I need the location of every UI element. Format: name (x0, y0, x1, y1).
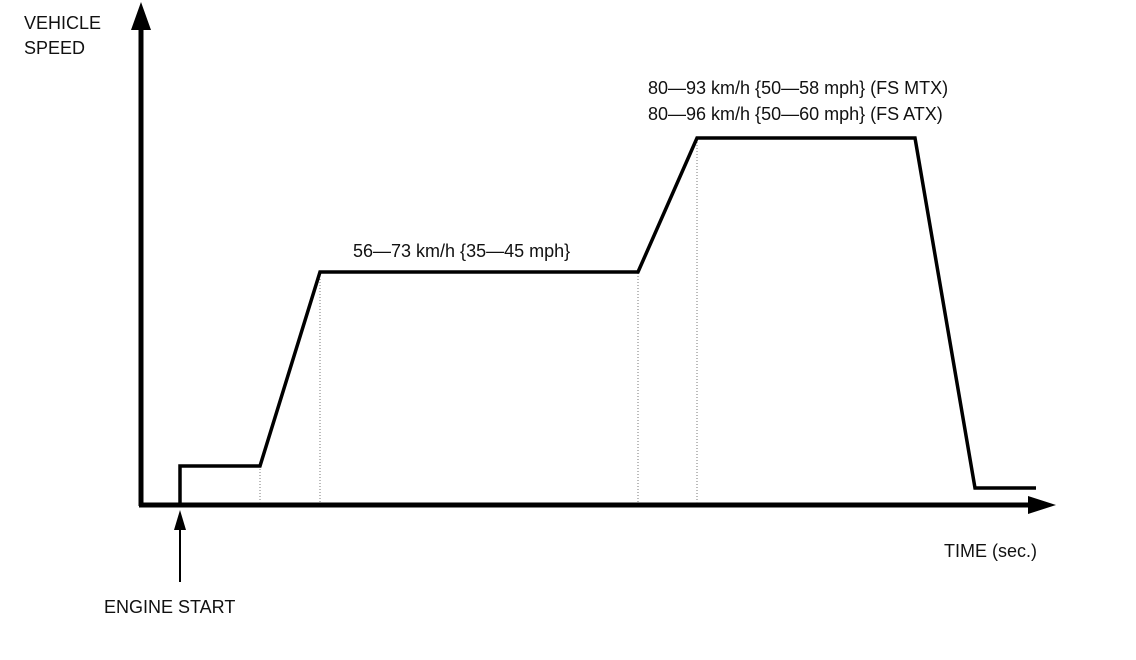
y-axis-label: SPEED (24, 38, 85, 58)
y-axis-arrow (131, 2, 151, 30)
cruise-label: 80—96 km/h {50—60 mph} (FS ATX) (648, 104, 943, 124)
speed-profile (178, 136, 1036, 505)
engine-start-arrowhead (174, 510, 186, 530)
cruise-label: 80—93 km/h {50—58 mph} (FS MTX) (648, 78, 948, 98)
cruise-label: 56—73 km/h {35—45 mph} (353, 241, 570, 261)
x-axis-arrow (1028, 496, 1056, 514)
x-axis-label: TIME (sec.) (944, 541, 1037, 561)
guide-lines (259, 139, 698, 503)
y-axis-label: VEHICLE (24, 13, 101, 33)
engine-start-label: ENGINE START (104, 597, 235, 617)
